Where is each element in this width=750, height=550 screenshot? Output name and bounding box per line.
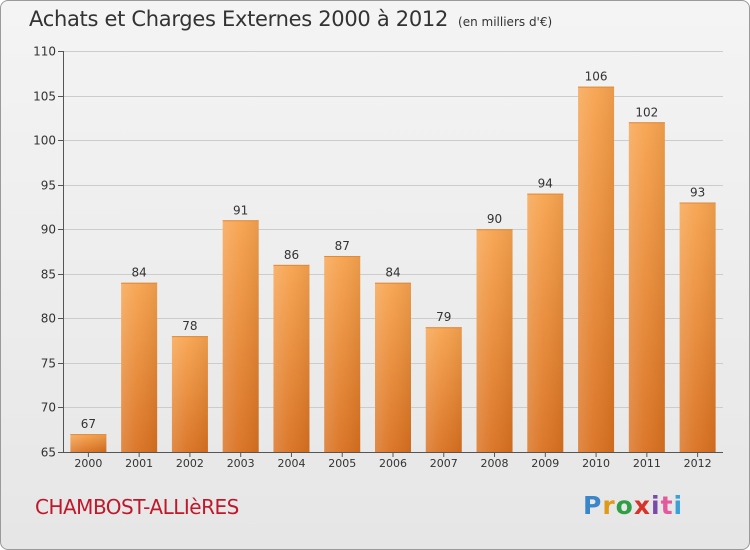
y-tick-label: 95 [41, 179, 56, 193]
bar-highlight [222, 220, 259, 452]
bar-highlight [578, 86, 615, 453]
bar-highlight [527, 193, 564, 453]
x-tick-label: 2011 [633, 457, 661, 470]
data-label: 79 [436, 310, 451, 324]
y-tick-label: 85 [41, 268, 56, 282]
bar-highlight [476, 229, 513, 452]
x-tick-label: 2009 [531, 457, 559, 470]
chart-subtitle: (en milliers d'€) [458, 15, 553, 29]
bar-highlight [425, 327, 462, 452]
bar-highlight [121, 282, 158, 452]
data-label: 102 [635, 105, 658, 119]
y-tick-label: 65 [41, 446, 56, 460]
data-label: 84 [132, 266, 147, 280]
y-tick-label: 110 [33, 45, 56, 59]
x-tick-label: 2004 [277, 457, 305, 470]
commune-name: CHAMBOST-ALLIèRES [35, 495, 239, 519]
y-tick-label: 105 [33, 90, 56, 104]
data-label: 94 [538, 177, 553, 191]
x-tick-label: 2010 [582, 457, 610, 470]
logo-letter: r [602, 491, 616, 520]
x-tick-label: 2003 [227, 457, 255, 470]
logo-letter: P [583, 491, 603, 520]
chart-title-text: Achats et Charges Externes 2000 à 2012 [29, 7, 449, 31]
bar-highlight [171, 336, 208, 452]
data-label: 67 [81, 417, 96, 431]
chart-title: Achats et Charges Externes 2000 à 2012 (e… [29, 7, 552, 31]
data-label: 90 [487, 212, 502, 226]
x-tick-label: 2001 [125, 457, 153, 470]
logo-letter: i [651, 491, 661, 520]
data-label: 91 [233, 203, 248, 217]
logo-letter: o [615, 491, 634, 520]
x-tick-label: 2008 [481, 457, 509, 470]
y-tick-label: 70 [41, 401, 56, 415]
x-tick-label: 2005 [328, 457, 356, 470]
x-tick-label: 2002 [176, 457, 204, 470]
logo-letter: x [633, 491, 651, 520]
y-tick-label: 75 [41, 357, 56, 371]
bar-highlight [273, 264, 310, 452]
x-tick-label: 2012 [684, 457, 712, 470]
y-tick-label: 90 [41, 223, 56, 237]
data-label: 86 [284, 248, 299, 262]
proxiti-logo: Proxiti [583, 491, 683, 520]
x-tick-label: 2006 [379, 457, 407, 470]
bar-highlight [70, 434, 107, 452]
bar-highlight [375, 282, 411, 452]
data-label: 78 [182, 319, 197, 333]
data-label: 84 [385, 266, 400, 280]
data-label: 93 [690, 185, 705, 199]
y-tick-label: 100 [33, 134, 56, 148]
logo-letter: t [660, 491, 674, 520]
logo-letter: i [673, 491, 684, 520]
x-tick-label: 2000 [74, 457, 102, 470]
bar-highlight [324, 255, 361, 452]
bar-highlight [679, 202, 716, 452]
bar-highlight [628, 122, 665, 453]
data-label: 106 [585, 70, 608, 84]
data-label: 87 [335, 239, 350, 253]
y-tick-label: 80 [41, 312, 56, 326]
x-tick-label: 2007 [430, 457, 458, 470]
